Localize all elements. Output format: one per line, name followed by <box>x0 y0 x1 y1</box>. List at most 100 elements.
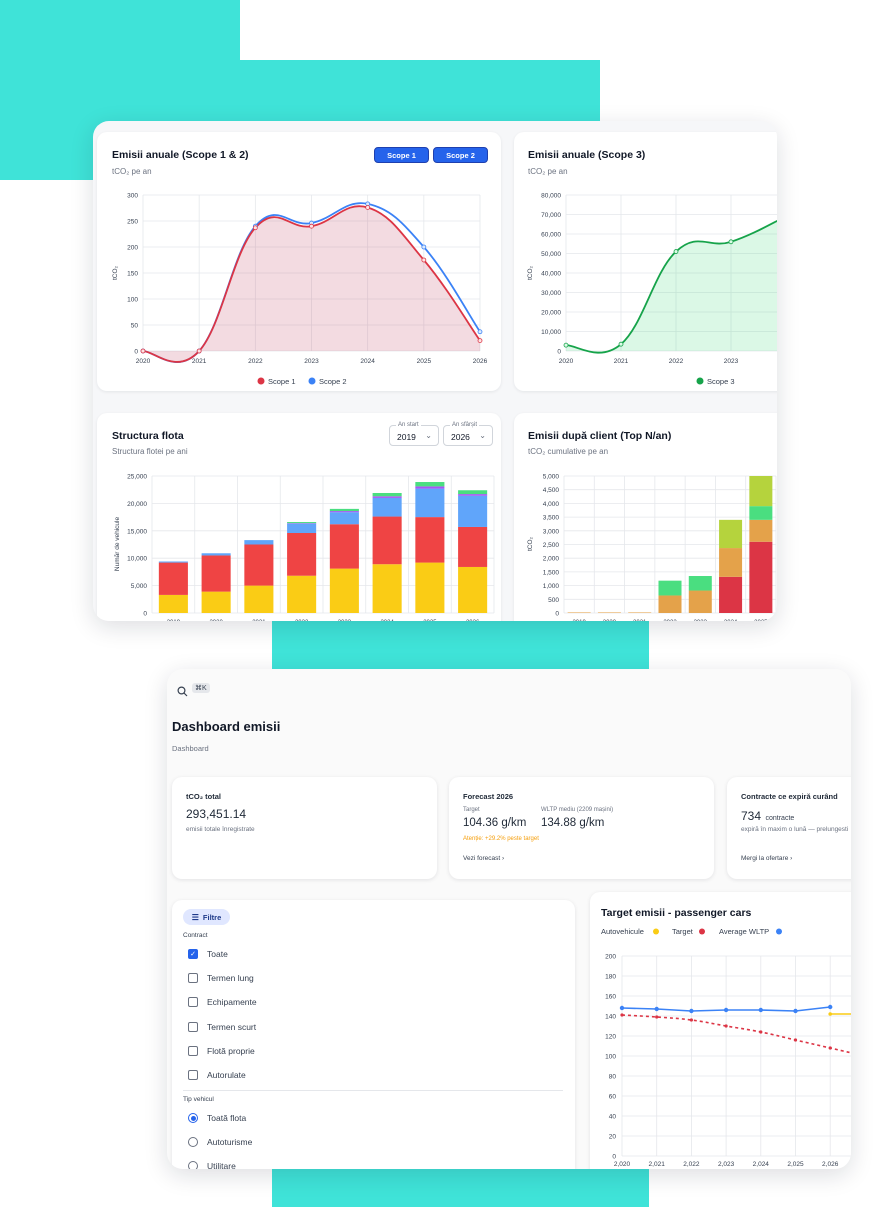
x-tick-label: 2026 <box>473 358 488 365</box>
x-tick-label: 2025 <box>417 358 432 365</box>
y-tick-label: 20 <box>609 1134 617 1141</box>
legend-label: Autovehicule <box>601 927 644 936</box>
fleet-bar-segment <box>244 544 274 586</box>
target-point <box>655 1015 659 1019</box>
year-start-select[interactable]: An start 2019 ⌄ <box>389 422 439 446</box>
contract-option[interactable]: Echipamente <box>188 997 257 1008</box>
charts-screenshot: Emisii anuale (Scope 1 & 2) tCO₂ pe an S… <box>93 121 777 621</box>
checkbox[interactable] <box>188 1021 198 1032</box>
year-start-label: An start <box>396 422 421 428</box>
year-start-value: 2019 <box>397 432 416 442</box>
client-bar-segment <box>719 519 743 549</box>
checkbox[interactable] <box>188 973 198 984</box>
y-tick-label: 15,000 <box>127 528 147 535</box>
x-tick-label: 2024 <box>724 620 738 621</box>
x-tick-label: 2020 <box>136 358 151 365</box>
y-tick-label: 80 <box>609 1074 617 1081</box>
x-tick-label: 2026 <box>466 620 480 621</box>
client-bar-segment <box>658 595 682 613</box>
vehicle-option[interactable]: Toată flota <box>188 1113 246 1123</box>
fleet-bar-segment <box>201 591 231 613</box>
y-tick-label: 200 <box>605 954 616 961</box>
x-tick-label: 2021 <box>252 620 266 621</box>
x-tick-label: 2,023 <box>718 1161 735 1168</box>
target-chart: Autovehicule Target Average WLTP 0 20 40 60 80 1… <box>601 927 851 1168</box>
y-tick-label: 0 <box>555 611 559 618</box>
x-tick-label: 2023 <box>694 620 708 621</box>
checkbox[interactable] <box>188 1070 198 1080</box>
scope2-button[interactable]: Scope 2 <box>433 147 488 163</box>
vehicle-option[interactable]: Autoturisme <box>188 1137 252 1147</box>
filter-divider <box>183 1090 563 1091</box>
scope1-point <box>309 223 314 229</box>
scope3-line <box>565 219 777 354</box>
y-tick-label: 70,000 <box>541 212 561 219</box>
contract-option[interactable]: Autorulate <box>188 1070 246 1080</box>
target-point <box>759 1030 763 1034</box>
radio[interactable] <box>188 1137 198 1147</box>
x-tick-label: 2020 <box>559 358 574 365</box>
scope3-card: Emisii anuale (Scope 3) tCO₂ pe an 0 10,0… <box>514 132 777 391</box>
y-tick-label: 0 <box>143 611 147 618</box>
y-axis-label: tCO₂ <box>112 265 119 280</box>
y-tick-label: 20,000 <box>541 310 561 317</box>
radio[interactable] <box>188 1113 198 1123</box>
contract-option[interactable]: Flotă proprie <box>188 1045 255 1056</box>
checkbox[interactable] <box>188 1045 198 1056</box>
client-bar-segment <box>749 506 773 520</box>
x-tick-label: 2,021 <box>649 1161 666 1168</box>
legend-scope3-swatch <box>696 377 704 385</box>
kpi-wltp-label: WLTP mediu (2209 mașini) <box>541 807 614 813</box>
scope1-point <box>477 338 483 344</box>
target-point <box>724 1024 728 1028</box>
checkbox[interactable] <box>188 997 198 1008</box>
dashboard-screenshot: ⌘K Dashboard emisii Dashboard tCO₂ total… <box>167 669 851 1169</box>
vehicle-filter-label: Tip vehicul <box>183 1096 214 1103</box>
radio[interactable] <box>188 1161 198 1169</box>
checkbox[interactable]: ✓ <box>188 949 198 959</box>
fleet-bar-segment <box>458 495 488 527</box>
contract-option[interactable]: ✓ Toate <box>188 949 228 959</box>
contract-option[interactable]: Termen scurt <box>188 1021 256 1032</box>
client-bar-segment <box>749 541 773 613</box>
scope3-point <box>728 239 734 245</box>
y-tick-label: 5,000 <box>131 583 148 590</box>
search-icon[interactable] <box>177 684 188 702</box>
client-bar-segment <box>719 548 743 577</box>
client-bar-segment <box>749 476 773 507</box>
client-subtitle: tCO₂ cumulative pe an <box>528 447 609 456</box>
fleet-bar-segment <box>415 488 445 518</box>
contract-option[interactable]: Termen lung <box>188 973 254 984</box>
breadcrumb[interactable]: Dashboard <box>172 744 209 753</box>
kpi-contracts-value: 734 <box>741 809 762 823</box>
fleet-bar-segment <box>287 522 317 524</box>
fleet-bar-segment <box>372 496 402 498</box>
wltp-point <box>828 1004 833 1010</box>
x-tick-label: 2020 <box>603 620 617 621</box>
y-tick-label: 5,000 <box>543 474 560 481</box>
target-title: Target emisii - passenger cars <box>601 907 752 919</box>
scope12-chart: 0 50 100 150 200 250 300 2020 2021 2022 2023 2024 20… <box>112 193 488 387</box>
client-bar-segment <box>719 576 743 613</box>
fleet-bar-segment <box>458 566 488 613</box>
year-end-select[interactable]: An sfârșit 2026 ⌄ <box>443 422 493 446</box>
command-shortcut-badge[interactable]: ⌘K <box>192 683 210 693</box>
y-tick-label: 100 <box>127 297 138 304</box>
contract-option-label: Echipamente <box>207 997 257 1008</box>
x-tick-label: 2024 <box>380 620 394 621</box>
x-tick-label: 2022 <box>669 358 684 365</box>
x-tick-label: 2,024 <box>753 1161 770 1168</box>
x-tick-label: 2,022 <box>683 1161 700 1168</box>
kpi-contracts-unit: contracte <box>765 815 795 822</box>
scope1-button[interactable]: Scope 1 <box>374 147 429 163</box>
offers-link[interactable]: Mergi la ofertare › <box>741 855 792 862</box>
filters-button[interactable]: ☰ Filtre <box>183 909 230 925</box>
vehicle-option[interactable]: Utilitare <box>188 1161 236 1169</box>
wltp-point <box>654 1006 659 1012</box>
fleet-bar-segment <box>415 562 445 613</box>
year-end-value: 2026 <box>451 432 470 442</box>
legend-swatch <box>776 928 782 935</box>
fleet-bar-segment <box>201 553 231 556</box>
y-tick-label: 3,000 <box>543 528 560 535</box>
forecast-link[interactable]: Vezi forecast › <box>463 855 504 862</box>
